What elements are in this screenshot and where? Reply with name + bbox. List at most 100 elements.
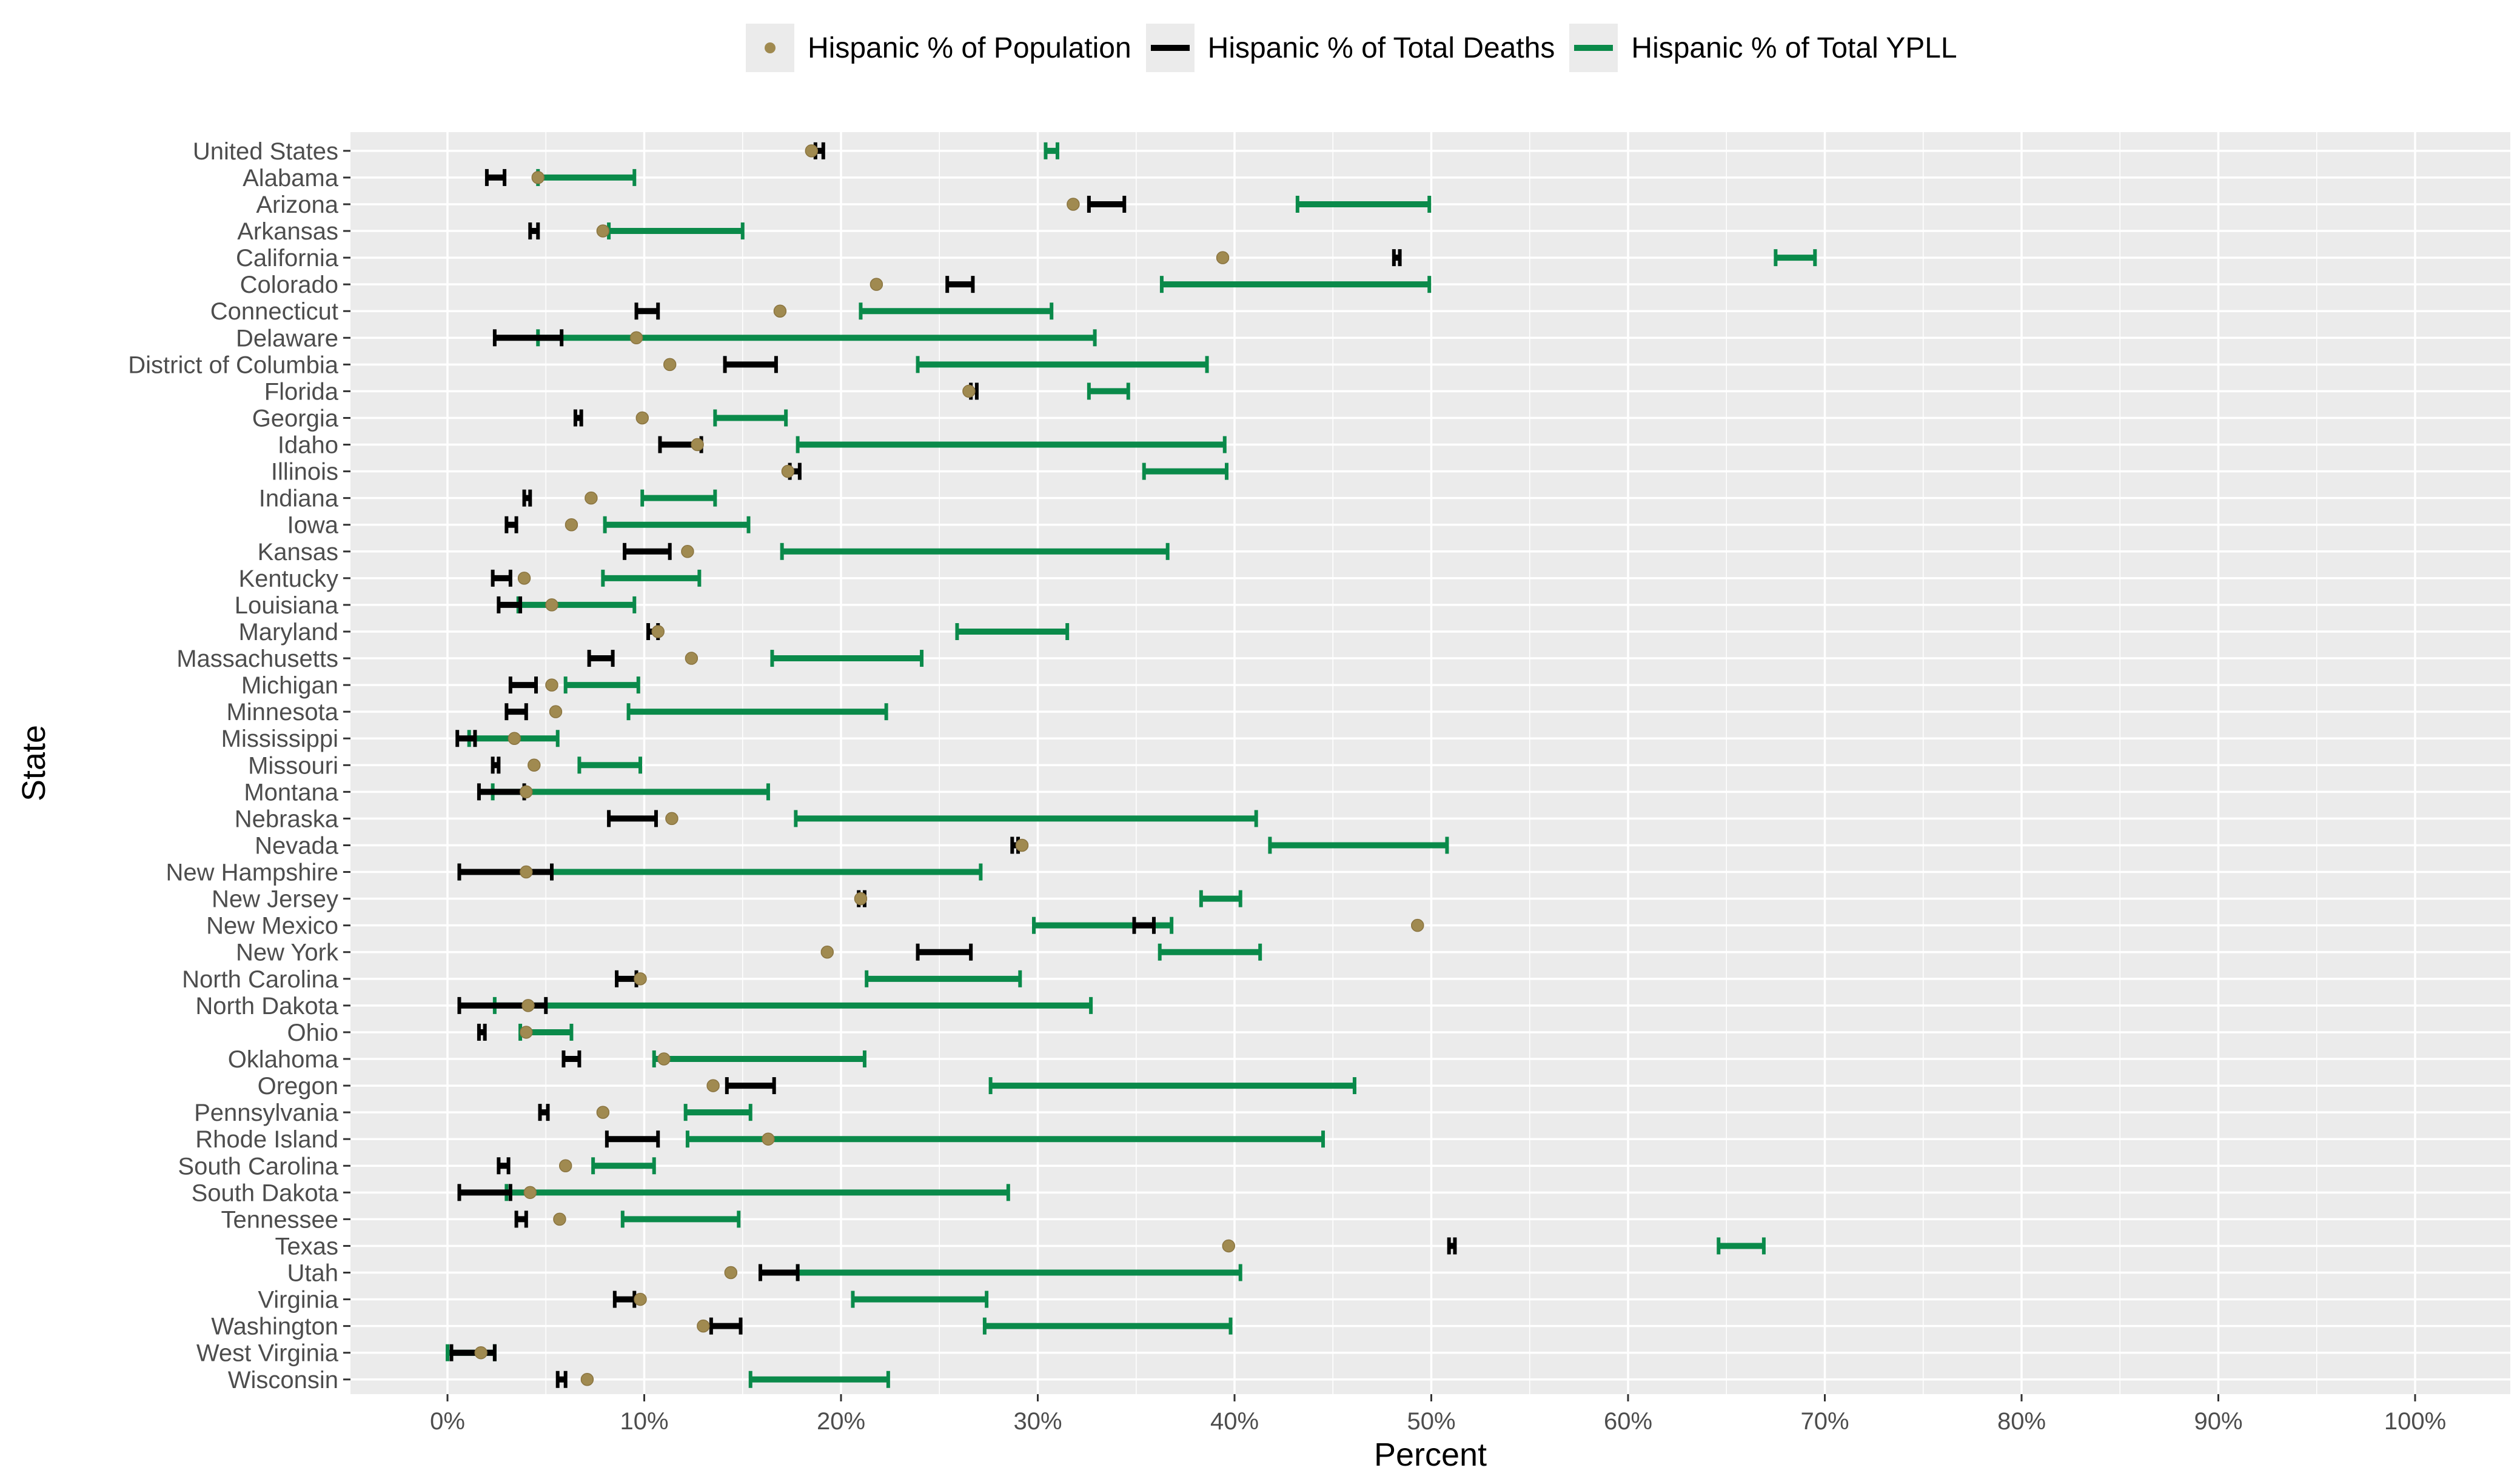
y-tick-label: Indiana xyxy=(259,486,339,512)
y-tick-label: California xyxy=(236,245,339,272)
population-point xyxy=(724,1266,738,1280)
y-tick-label: Arizona xyxy=(256,192,338,218)
x-tick-label: 60% xyxy=(1604,1408,1652,1435)
y-tick-label: Massachusetts xyxy=(176,646,338,672)
y-tick-label: Oklahoma xyxy=(228,1046,339,1073)
deaths-range xyxy=(723,356,778,373)
x-axis-tick-labels: 0% 10% 20% 30% 40% 50% 60% 70% 80% 90% 100% xyxy=(430,1394,2446,1435)
deaths-range xyxy=(528,222,540,240)
ypll-range xyxy=(620,1210,741,1228)
legend-label-ypll: Hispanic % of Total YPLL xyxy=(1631,32,1957,64)
deaths-range xyxy=(607,810,658,827)
ypll-range xyxy=(916,356,1209,373)
deaths-range xyxy=(477,1023,487,1041)
legend: Hispanic % of Population Hispanic % of T… xyxy=(746,15,1972,81)
population-point xyxy=(521,999,535,1012)
x-tick-label: 30% xyxy=(1013,1408,1062,1435)
deaths-range xyxy=(484,169,507,186)
y-tick-label: Colorado xyxy=(240,272,338,298)
legend-item-population: Hispanic % of Population xyxy=(746,24,1131,72)
y-tick-label: Texas xyxy=(275,1233,339,1260)
population-point-icon xyxy=(765,42,776,53)
population-point xyxy=(697,1319,710,1333)
x-tick-label: 100% xyxy=(2384,1408,2446,1435)
deaths-range xyxy=(916,943,973,961)
y-tick-label: Washington xyxy=(211,1314,338,1340)
population-point xyxy=(1222,1239,1236,1253)
population-point xyxy=(854,892,868,906)
ypll-range xyxy=(1199,890,1242,907)
deaths-range xyxy=(573,409,583,427)
ypll-range xyxy=(603,516,751,533)
ypll-range xyxy=(1087,382,1130,400)
population-point xyxy=(565,518,578,532)
y-tick-label: Florida xyxy=(264,378,339,405)
ypll-range xyxy=(577,756,643,774)
deaths-range xyxy=(605,1130,660,1148)
deaths-range xyxy=(555,1370,568,1388)
population-point xyxy=(520,865,533,879)
y-tick-label: Montana xyxy=(244,779,338,806)
deaths-range xyxy=(538,1104,550,1121)
y-tick-label: Michigan xyxy=(241,672,338,699)
population-point xyxy=(545,678,558,692)
population-point xyxy=(1216,251,1230,264)
deaths-range xyxy=(491,569,512,587)
y-tick-label: New Jersey xyxy=(212,886,338,913)
population-point xyxy=(531,171,545,184)
deaths-range xyxy=(457,1184,512,1201)
deaths-range xyxy=(491,756,501,774)
chart-marks xyxy=(446,142,1817,1388)
population-point xyxy=(558,1159,572,1173)
y-tick-label: North Carolina xyxy=(182,966,339,993)
deaths-range xyxy=(455,730,477,747)
deaths-range xyxy=(709,1317,743,1335)
ypll-range xyxy=(1142,462,1229,480)
deaths-range xyxy=(449,1344,497,1361)
population-point xyxy=(523,1186,537,1200)
y-tick-label: Arkansas xyxy=(237,218,338,245)
y-tick-label: Ohio xyxy=(287,1020,339,1046)
deaths-range xyxy=(758,1264,800,1281)
deaths-range xyxy=(508,676,538,694)
x-tick-label: 10% xyxy=(620,1408,668,1435)
y-tick-label: Connecticut xyxy=(210,298,338,325)
population-point xyxy=(781,464,795,478)
population-point xyxy=(773,304,787,318)
ypll-range xyxy=(1044,142,1059,159)
ypll-range xyxy=(652,1050,866,1068)
deaths-range xyxy=(1392,249,1402,267)
ypll-range xyxy=(982,1317,1233,1335)
deaths-range xyxy=(504,516,518,533)
population-point xyxy=(629,331,643,345)
population-point xyxy=(665,812,679,826)
y-tick-label: Wisconsin xyxy=(228,1367,338,1394)
y-tick-label: Nebraska xyxy=(235,806,339,832)
population-point xyxy=(635,411,649,425)
deaths-range xyxy=(492,329,564,347)
y-tick-label: Mississippi xyxy=(221,726,338,752)
ypll-range xyxy=(770,650,924,667)
population-point xyxy=(520,1026,533,1039)
ypll-range xyxy=(796,436,1227,453)
x-tick-label: 80% xyxy=(1997,1408,2046,1435)
population-point xyxy=(762,1132,775,1146)
deaths-range xyxy=(587,650,615,667)
y-tick-label: Tennessee xyxy=(221,1206,338,1233)
deaths-range xyxy=(497,1157,511,1175)
y-tick-label: Georgia xyxy=(252,405,339,432)
population-point xyxy=(580,1373,594,1386)
deaths-range xyxy=(457,863,554,881)
deaths-range xyxy=(725,1077,776,1095)
y-tick-label: Louisiana xyxy=(235,592,339,619)
legend-key-ypll xyxy=(1569,24,1618,72)
ypll-range xyxy=(1159,276,1432,293)
y-tick-label: Alabama xyxy=(243,165,339,192)
ypll-range xyxy=(683,1104,752,1121)
y-tick-label: New York xyxy=(236,940,339,966)
x-tick-label: 20% xyxy=(817,1408,865,1435)
deaths-range xyxy=(945,276,975,293)
population-point xyxy=(651,625,665,638)
ypll-range xyxy=(1774,249,1817,267)
y-tick-label: Kansas xyxy=(258,539,338,566)
